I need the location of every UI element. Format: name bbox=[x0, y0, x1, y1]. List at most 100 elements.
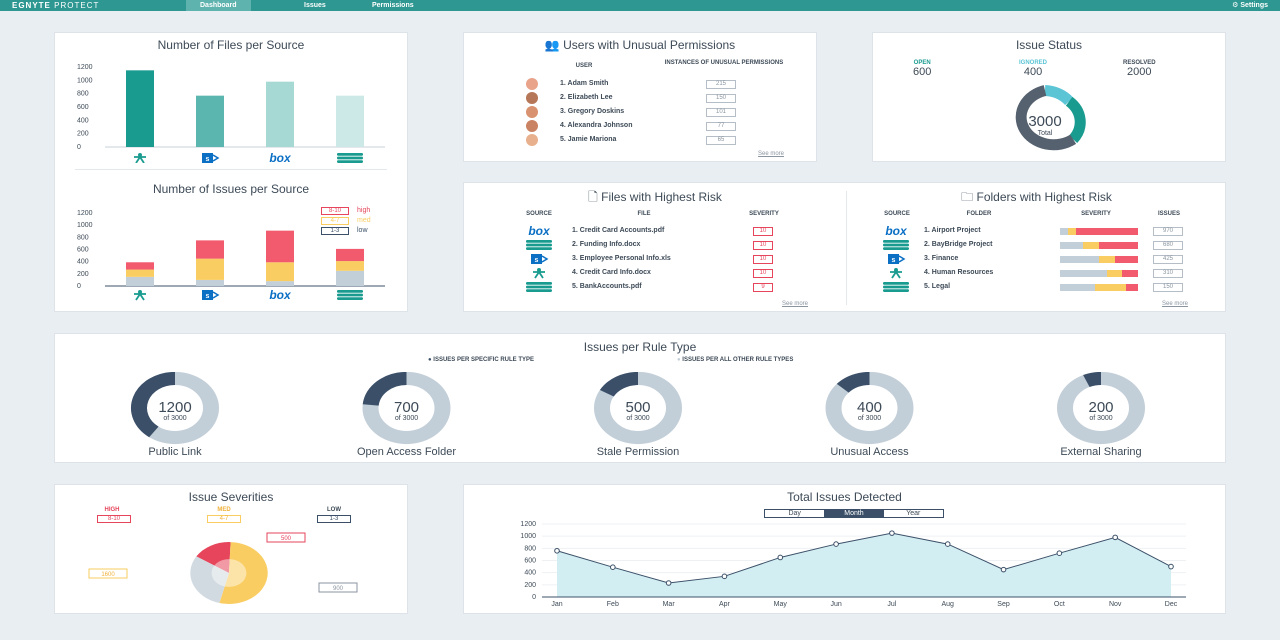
users-title-text: Users with Unusual Permissions bbox=[563, 38, 736, 52]
users-see-more-link[interactable]: See more bbox=[758, 151, 785, 157]
bar-database-low bbox=[336, 270, 364, 286]
y-tick-label: 0 bbox=[77, 283, 81, 290]
issue-status-card: Issue Status OPEN 600 IGNORED 400 RESOLV… bbox=[872, 32, 1226, 162]
rule-donut-arc bbox=[362, 372, 407, 406]
sev-low-label: LOW bbox=[327, 507, 341, 513]
file-severity-badge: 9 bbox=[753, 283, 773, 292]
x-tick-label: Feb bbox=[607, 601, 619, 608]
egnyte-logo-icon bbox=[533, 268, 545, 279]
status-resolved-value: 2000 bbox=[1127, 66, 1152, 78]
legend-other: ● ISSUES PER ALL OTHER RULE TYPES bbox=[677, 357, 793, 363]
folder-name[interactable]: 4. Human Resources bbox=[924, 269, 994, 276]
status-arc-open bbox=[1065, 96, 1086, 144]
user-name[interactable]: 2. Elizabeth Lee bbox=[560, 94, 613, 101]
status-resolved[interactable]: RESOLVED 2000 bbox=[1123, 60, 1156, 78]
bar-box-high bbox=[266, 230, 294, 263]
database-logo-bar bbox=[883, 243, 909, 247]
box-logo-icon: box bbox=[269, 288, 292, 302]
files-see-more-link[interactable]: See more bbox=[782, 301, 809, 307]
pie-label-low-box bbox=[318, 582, 358, 593]
bar-sharepoint-med bbox=[196, 258, 224, 280]
sharepoint-logo-box bbox=[202, 153, 213, 163]
egnyte-logo-head bbox=[894, 268, 898, 272]
severity-seg-low bbox=[1060, 270, 1107, 277]
user-name[interactable]: 5. Jamie Mariona bbox=[560, 136, 617, 143]
sharepoint-logo-arrow bbox=[541, 255, 549, 263]
toggle-year[interactable]: Year bbox=[906, 510, 921, 517]
user-instances-badge: 101 bbox=[706, 108, 736, 117]
bar-egnyte bbox=[126, 70, 154, 147]
folder-severity-bar bbox=[1060, 242, 1138, 249]
tab-permissions[interactable]: Permissions bbox=[372, 2, 414, 9]
files-per-source-title: Number of Files per Source bbox=[157, 38, 305, 52]
folder-source-logo: s bbox=[888, 254, 906, 264]
file-severity-badge: 10 bbox=[753, 255, 773, 264]
folder-name[interactable]: 1. Airport Project bbox=[924, 227, 981, 234]
rule-donut-arc bbox=[836, 372, 871, 393]
users-title: 👥 Users with Unusual Permissions bbox=[464, 38, 816, 52]
status-resolved-label: RESOLVED bbox=[1123, 60, 1156, 66]
status-open-label: OPEN bbox=[913, 60, 931, 66]
sev-low-range: 1-3 bbox=[317, 515, 351, 523]
brand-logo[interactable]: EGNYTE PROTECT bbox=[12, 1, 99, 10]
file-name[interactable]: 3. Employee Personal Info.xls bbox=[572, 255, 671, 262]
folders-see-more-link[interactable]: See more bbox=[1162, 301, 1189, 307]
status-ignored[interactable]: IGNORED 400 bbox=[1019, 60, 1047, 78]
folder-issues-badge: 150 bbox=[1153, 283, 1183, 292]
rule-name: Public Link bbox=[148, 446, 202, 458]
toggle-day[interactable]: Day bbox=[788, 510, 801, 517]
severity-seg-med bbox=[1067, 228, 1076, 235]
severity-seg-low bbox=[1060, 284, 1096, 291]
folder-severity-bar bbox=[1060, 270, 1138, 277]
folders-risk-title-text: Folders with Highest Risk bbox=[976, 190, 1112, 204]
file-name[interactable]: 2. Funding Info.docx bbox=[572, 241, 641, 248]
y-tick-label: 600 bbox=[77, 104, 89, 111]
egnyte-logo-body bbox=[890, 271, 902, 279]
data-point-jul bbox=[889, 530, 895, 536]
folder-source-logo bbox=[883, 282, 909, 292]
user-name[interactable]: 4. Alexandra Johnson bbox=[560, 122, 633, 129]
pie-inner-highlight bbox=[211, 559, 247, 587]
folder-issues-badge: 310 bbox=[1153, 269, 1183, 278]
brand-name: EGNYTE bbox=[12, 1, 51, 10]
folder-name[interactable]: 2. BayBridge Project bbox=[924, 241, 993, 248]
folder-name[interactable]: 5. Legal bbox=[924, 283, 951, 290]
sharepoint-logo-letter: s bbox=[535, 257, 539, 264]
y-tick-label: 200 bbox=[524, 582, 536, 589]
file-name[interactable]: 5. BankAccounts.pdf bbox=[572, 283, 642, 290]
y-tick-label: 800 bbox=[77, 234, 89, 241]
database-logo-bar bbox=[526, 285, 552, 289]
users-icon: 👥 bbox=[544, 38, 560, 52]
box-logo-text: box bbox=[269, 288, 292, 302]
rule-of-total: of 3000 bbox=[163, 415, 186, 422]
x-tick-label: Oct bbox=[1054, 601, 1065, 608]
file-severity-badge: 10 bbox=[753, 241, 773, 250]
user-name[interactable]: 3. Gregory Doskins bbox=[560, 108, 625, 115]
y-tick-label: 1000 bbox=[77, 77, 93, 84]
user-name[interactable]: 1. Adam Smith bbox=[560, 80, 609, 87]
issues-per-source-title: Number of Issues per Source bbox=[152, 182, 310, 196]
y-tick-label: 800 bbox=[524, 545, 536, 552]
database-logo-bar bbox=[337, 293, 363, 297]
bar-sharepoint bbox=[196, 95, 224, 147]
y-tick-label: 1200 bbox=[77, 64, 93, 71]
avatar bbox=[526, 106, 538, 118]
legend-other-label: ISSUES PER ALL OTHER RULE TYPES bbox=[682, 357, 794, 363]
tab-issues[interactable]: Issues bbox=[304, 2, 326, 9]
legend-specific: ● ISSUES PER SPECIFIC RULE TYPE bbox=[428, 357, 534, 363]
egnyte-logo-head bbox=[138, 153, 142, 157]
file-name[interactable]: 1. Credit Card Accounts.pdf bbox=[572, 227, 665, 234]
rule-value: 500 bbox=[625, 399, 650, 416]
tab-dashboard[interactable]: Dashboard bbox=[186, 0, 251, 11]
settings-button[interactable]: ⚙ Settings bbox=[1232, 0, 1268, 11]
status-open[interactable]: OPEN 600 bbox=[913, 60, 931, 78]
y-tick-label: 400 bbox=[77, 259, 89, 266]
y-tick-label: 0 bbox=[77, 144, 81, 151]
toggle-month[interactable]: Month bbox=[824, 510, 884, 517]
file-source-logo bbox=[533, 268, 545, 279]
folder-name[interactable]: 3. Finance bbox=[924, 255, 959, 262]
box-logo-icon: box bbox=[528, 225, 551, 237]
users-card: 👥 Users with Unusual Permissions USER IN… bbox=[463, 32, 817, 162]
file-name[interactable]: 4. Credit Card Info.docx bbox=[572, 269, 651, 276]
rule-name: External Sharing bbox=[1060, 446, 1141, 458]
